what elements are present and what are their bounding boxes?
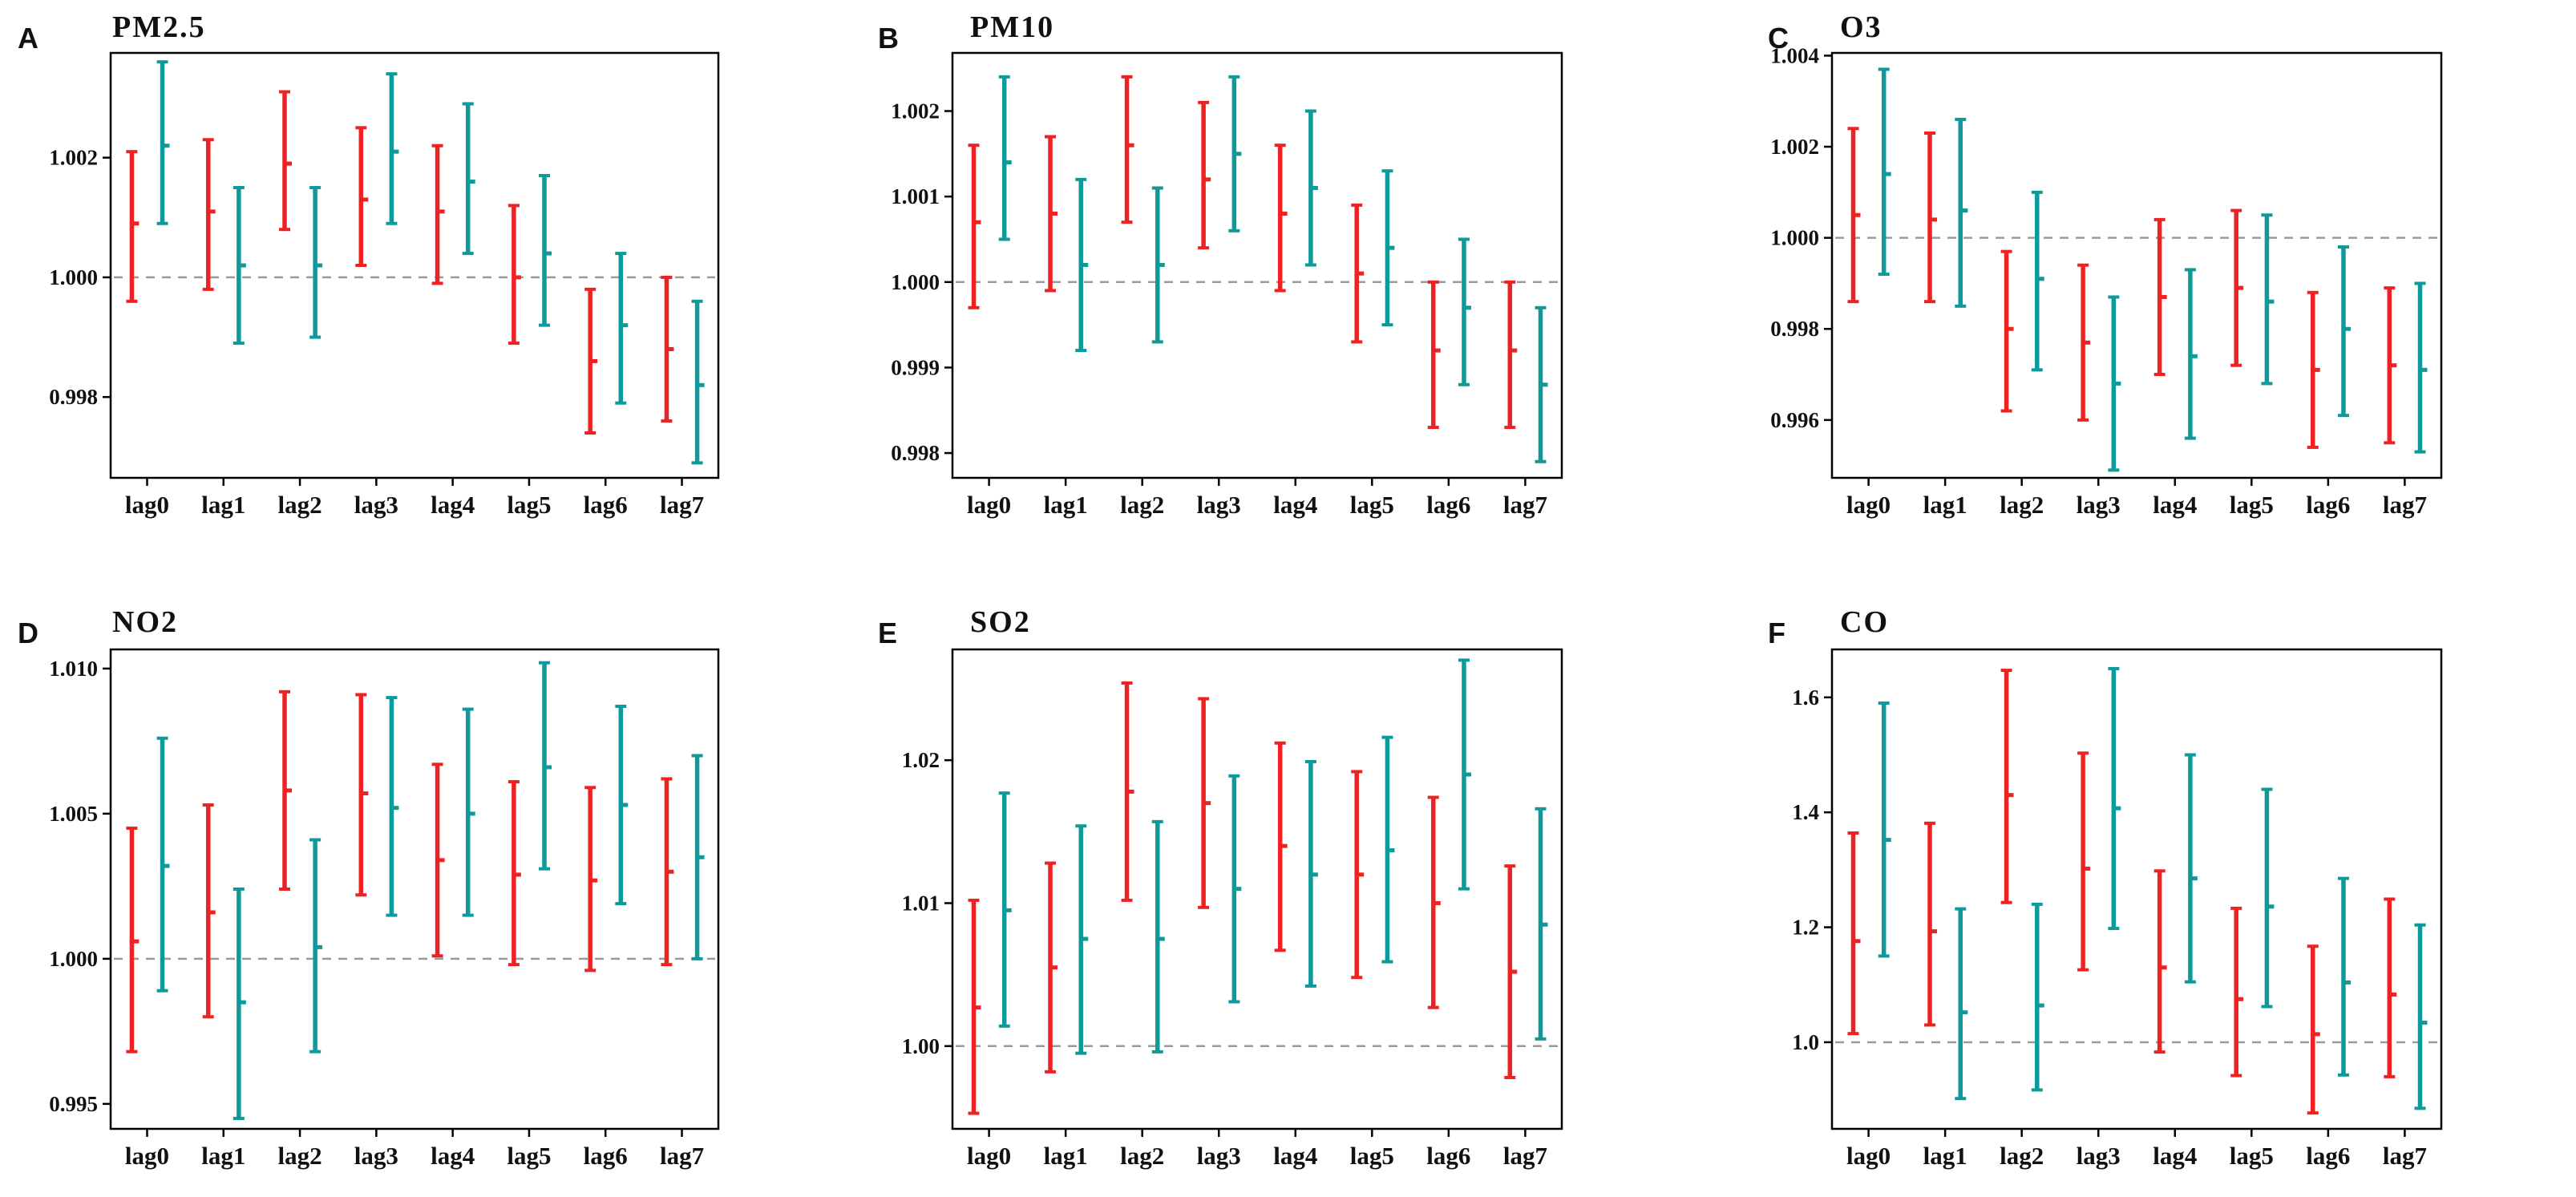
y-tick-label: 1.00 xyxy=(902,1034,940,1058)
panel-letter: A xyxy=(18,22,38,55)
x-tick-label: lag4 xyxy=(431,491,475,519)
y-tick-label: 1.000 xyxy=(891,270,940,294)
x-tick-label: lag1 xyxy=(1923,491,1967,519)
panel-letter: E xyxy=(878,617,897,649)
panel-title: O3 xyxy=(1840,10,1882,44)
x-tick-label: lag1 xyxy=(201,491,245,519)
x-tick-label: lag2 xyxy=(1120,491,1164,519)
x-tick-label: lag0 xyxy=(967,1142,1011,1170)
x-tick-label: lag4 xyxy=(2153,491,2197,519)
y-tick-label: 0.999 xyxy=(891,355,940,379)
chart-panel-c: C O3 0.996 0.998 1.000 1.002 1.004 lag0 lag1 lag2… xyxy=(1768,10,2443,519)
x-tick-label: lag4 xyxy=(2153,1142,2197,1170)
x-tick-label: lag6 xyxy=(1426,491,1470,519)
y-tick-label: 0.996 xyxy=(1770,408,1819,432)
x-tick-label: lag6 xyxy=(2306,491,2350,519)
panel-title: SO2 xyxy=(970,605,1031,639)
x-tick-label: lag1 xyxy=(1044,491,1088,519)
x-tick-label: lag7 xyxy=(2383,491,2427,519)
x-tick-label: lag0 xyxy=(967,491,1011,519)
x-tick-label: lag5 xyxy=(1350,1142,1394,1170)
y-tick-label: 0.995 xyxy=(49,1092,98,1116)
y-tick-label: 1.010 xyxy=(49,657,98,681)
x-tick-label: lag5 xyxy=(507,491,551,519)
chart-panel-a: A PM2.5 0.998 1.000 1.002 lag0 lag1 lag2 lag3 lag… xyxy=(18,10,720,519)
x-tick-label: lag1 xyxy=(1923,1142,1967,1170)
x-tick-label: lag6 xyxy=(2306,1142,2350,1170)
x-tick-label: lag5 xyxy=(2230,491,2274,519)
chart-panel-d: D NO2 0.995 1.000 1.005 1.010 lag0 lag1 lag2 lag3… xyxy=(18,605,720,1170)
y-tick-label: 1.002 xyxy=(1770,135,1819,159)
x-tick-label: lag1 xyxy=(201,1142,245,1170)
x-tick-label: lag4 xyxy=(1273,491,1317,519)
y-tick-label: 1.4 xyxy=(1792,800,1819,824)
x-tick-label: lag3 xyxy=(1197,491,1241,519)
x-tick-label: lag2 xyxy=(278,1142,322,1170)
x-tick-label: lag1 xyxy=(1044,1142,1088,1170)
x-tick-label: lag5 xyxy=(1350,491,1394,519)
y-tick-label: 1.02 xyxy=(902,748,940,772)
y-tick-label: 1.2 xyxy=(1792,916,1819,940)
x-tick-label: lag0 xyxy=(125,491,169,519)
x-tick-label: lag7 xyxy=(1503,491,1547,519)
chart-panel-f: F CO 1.0 1.2 1.4 1.6 lag0 lag1 lag2 lag3 lag4 lag5 l… xyxy=(1768,605,2443,1170)
x-tick-label: lag4 xyxy=(1273,1142,1317,1170)
x-tick-label: lag7 xyxy=(1503,1142,1547,1170)
x-tick-label: lag0 xyxy=(125,1142,169,1170)
panel-letter: B xyxy=(878,22,899,55)
x-tick-label: lag6 xyxy=(584,491,628,519)
y-tick-label: 1.002 xyxy=(49,146,98,170)
plot-frame xyxy=(1830,51,2443,479)
x-tick-label: lag6 xyxy=(1426,1142,1470,1170)
x-tick-label: lag3 xyxy=(354,491,398,519)
chart-panel-b: B PM10 0.998 0.999 1.000 1.001 1.002 lag0 lag1 la… xyxy=(878,10,1563,519)
panel-title: NO2 xyxy=(112,605,178,639)
x-tick-label: lag3 xyxy=(2077,491,2121,519)
x-tick-label: lag2 xyxy=(2000,491,2044,519)
panel-title: CO xyxy=(1840,605,1889,639)
panel-letter: F xyxy=(1768,617,1785,649)
x-tick-label: lag7 xyxy=(660,1142,704,1170)
x-tick-label: lag5 xyxy=(507,1142,551,1170)
plot-frame xyxy=(1830,648,2443,1130)
x-tick-label: lag2 xyxy=(1120,1142,1164,1170)
x-tick-label: lag2 xyxy=(278,491,322,519)
plot-frame xyxy=(951,648,1563,1130)
x-tick-label: lag6 xyxy=(584,1142,628,1170)
y-tick-label: 0.998 xyxy=(49,385,98,409)
plot-frame xyxy=(951,51,1563,479)
x-tick-label: lag3 xyxy=(1197,1142,1241,1170)
y-tick-label: 1.000 xyxy=(49,947,98,971)
plot-frame xyxy=(109,648,720,1130)
y-tick-label: 0.998 xyxy=(1770,317,1819,341)
y-tick-label: 0.998 xyxy=(891,441,940,465)
y-tick-label: 1.000 xyxy=(49,265,98,289)
x-tick-label: lag4 xyxy=(431,1142,475,1170)
panel-letter: D xyxy=(18,617,38,649)
x-tick-label: lag2 xyxy=(2000,1142,2044,1170)
y-tick-label: 1.0 xyxy=(1792,1030,1819,1054)
x-tick-label: lag0 xyxy=(1846,1142,1891,1170)
plot-frame xyxy=(109,51,720,479)
panel-title: PM10 xyxy=(970,10,1054,44)
y-tick-label: 1.000 xyxy=(1770,226,1819,250)
x-tick-label: lag3 xyxy=(354,1142,398,1170)
panel-title: PM2.5 xyxy=(112,10,206,44)
x-tick-label: lag3 xyxy=(2077,1142,2121,1170)
y-tick-label: 1.001 xyxy=(891,184,940,208)
x-tick-label: lag7 xyxy=(2383,1142,2427,1170)
y-tick-label: 1.004 xyxy=(1770,43,1819,67)
panel-letter: C xyxy=(1768,22,1789,55)
x-tick-label: lag0 xyxy=(1846,491,1891,519)
y-tick-label: 1.002 xyxy=(891,99,940,123)
x-tick-label: lag5 xyxy=(2230,1142,2274,1170)
y-tick-label: 1.6 xyxy=(1792,685,1819,710)
y-tick-label: 1.005 xyxy=(49,802,98,826)
x-tick-label: lag7 xyxy=(660,491,704,519)
y-tick-label: 1.01 xyxy=(902,891,940,915)
chart-panel-e: E SO2 1.00 1.01 1.02 lag0 lag1 lag2 lag3 lag4 lag5… xyxy=(878,605,1563,1170)
